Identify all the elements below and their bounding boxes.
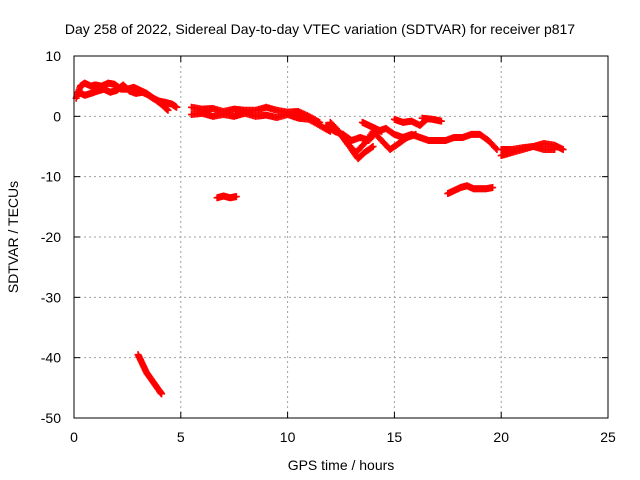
y-tick-label: 0 (53, 108, 61, 124)
y-tick-label: -40 (41, 350, 61, 366)
x-tick-label: 5 (177, 429, 185, 445)
x-axis-label: GPS time / hours (287, 457, 395, 473)
y-tick-label: -30 (41, 289, 61, 305)
data-point (368, 143, 376, 151)
data-point (232, 193, 240, 201)
y-tick-label: -10 (41, 169, 61, 185)
data-points (72, 79, 567, 398)
x-tick-label: 10 (280, 429, 296, 445)
chart-title: Day 258 of 2022, Sidereal Day-to-day VTE… (64, 21, 576, 37)
gridlines (74, 56, 608, 418)
data-point (173, 103, 181, 111)
data-point (164, 106, 172, 114)
data-point (378, 127, 386, 135)
data-point (158, 390, 166, 398)
data-point (437, 117, 445, 125)
data-point (551, 146, 559, 154)
x-tick-label: 20 (493, 429, 509, 445)
data-point (412, 130, 420, 138)
x-tick-label: 15 (387, 429, 403, 445)
data-point (559, 146, 567, 154)
y-tick-label: -50 (41, 410, 61, 426)
axis-ticks: 0 5 10 15 20 25 10 0 -10 -20 -30 -40 -50 (41, 48, 616, 445)
data-point (163, 105, 171, 113)
data-point (492, 144, 500, 152)
y-tick-label: 10 (45, 48, 61, 64)
x-tick-label: 25 (600, 429, 616, 445)
data-point (489, 184, 497, 192)
data-point (369, 143, 377, 150)
y-tick-label: -20 (41, 229, 61, 245)
x-tick-label: 0 (70, 429, 78, 445)
y-axis-label: SDTVAR / TECUs (5, 180, 21, 294)
